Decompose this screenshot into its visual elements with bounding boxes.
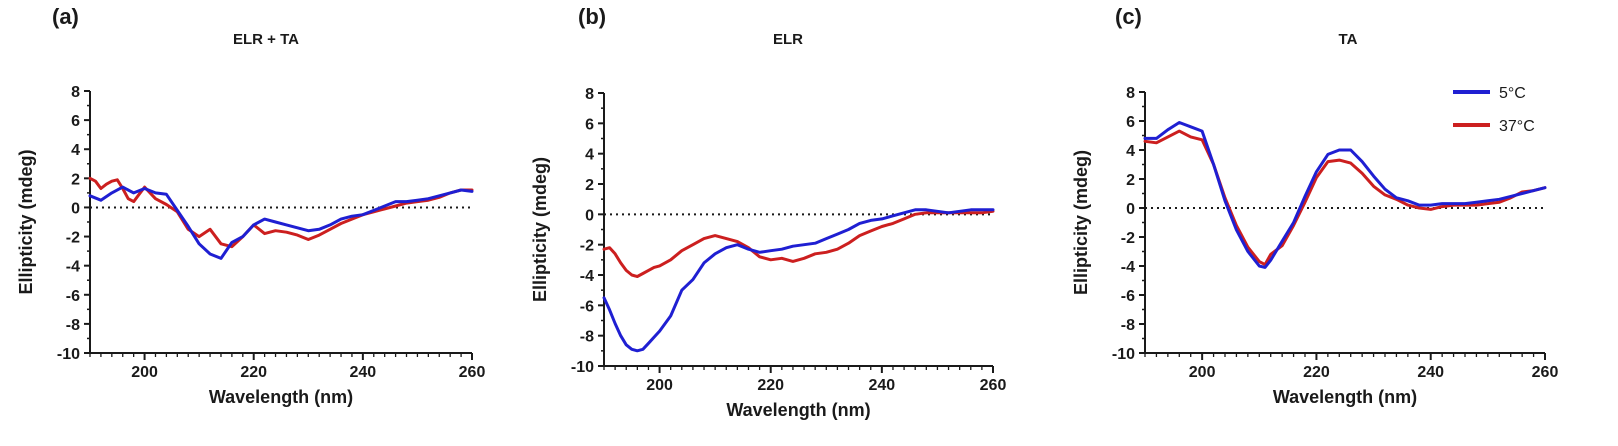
y-tick-label: -6	[1121, 288, 1135, 305]
x-tick-label: 240	[1417, 364, 1444, 381]
y-tick-label: -10	[571, 359, 594, 376]
panel-label: (c)	[1115, 4, 1142, 29]
y-tick-label: 8	[71, 84, 80, 101]
series-line-blue	[1143, 121, 1547, 269]
x-axis-label: Wavelength (nm)	[726, 400, 870, 420]
panel-label: (a)	[52, 4, 79, 29]
y-tick-label: 2	[1126, 172, 1135, 189]
x-tick-label: 220	[1303, 364, 1330, 381]
y-tick-label: -4	[66, 259, 80, 276]
chart-panel-1: (a) ELR + TA 8 6 4 2 0 -2 -4 -6 -8 -10 200 220 240 260 W…	[16, 4, 485, 407]
series-line-blue	[88, 185, 474, 260]
y-tick-label: -6	[66, 288, 80, 305]
y-tick-label: 6	[1126, 114, 1135, 131]
x-tick-label: 220	[240, 364, 267, 381]
x-tick-label: 260	[459, 364, 486, 381]
y-tick-label: -4	[580, 268, 594, 285]
y-tick-label: 6	[585, 116, 594, 133]
chart-panel-2: (b) ELR 8 6 4 2 0 -2 -4 -6 -8 -10 200 220 240 260 Wavele…	[530, 4, 1006, 420]
chart-title: ELR + TA	[233, 31, 299, 48]
y-tick-label: -2	[580, 238, 594, 255]
y-tick-label: -4	[1121, 259, 1135, 276]
y-tick-label: -6	[580, 298, 594, 315]
y-tick-label: -10	[1112, 346, 1135, 363]
panel-label: (b)	[578, 4, 606, 29]
y-axis-label: Ellipticity (mdeg)	[16, 149, 36, 294]
y-tick-label: 4	[585, 147, 594, 164]
legend-label: 37°C	[1499, 118, 1535, 135]
x-tick-label: 260	[980, 377, 1007, 394]
y-tick-label: 8	[585, 86, 594, 103]
chart-title: ELR	[773, 31, 803, 48]
y-tick-label: -8	[1121, 317, 1135, 334]
y-tick-label: 6	[71, 113, 80, 130]
y-tick-label: 8	[1126, 85, 1135, 102]
x-tick-label: 260	[1532, 364, 1559, 381]
y-tick-label: -10	[57, 346, 80, 363]
y-tick-label: -2	[66, 230, 80, 247]
y-tick-label: -2	[1121, 230, 1135, 247]
x-tick-label: 200	[646, 377, 673, 394]
chart-panel-3: (c) TA 8 6 4 2 0 -2 -4 -6 -8 -10 200 220 240 260 Wavelen…	[1071, 4, 1558, 407]
y-axis-label: Ellipticity (mdeg)	[1071, 150, 1091, 295]
y-tick-label: 0	[585, 207, 594, 224]
x-tick-label: 220	[757, 377, 784, 394]
y-tick-label: 4	[1126, 143, 1135, 160]
chart-title: TA	[1339, 31, 1358, 48]
y-tick-label: 0	[71, 200, 80, 217]
x-tick-label: 200	[131, 364, 158, 381]
y-tick-label: 4	[71, 142, 80, 159]
y-tick-label: -8	[580, 329, 594, 346]
x-axis-label: Wavelength (nm)	[209, 387, 353, 407]
series-line-red	[602, 209, 995, 278]
x-axis-label: Wavelength (nm)	[1273, 387, 1417, 407]
y-tick-label: 2	[585, 177, 594, 194]
x-tick-label: 200	[1189, 364, 1216, 381]
x-tick-label: 240	[350, 364, 377, 381]
y-tick-label: -8	[66, 317, 80, 334]
series-line-blue	[602, 208, 995, 353]
y-axis-label: Ellipticity (mdeg)	[530, 157, 550, 302]
legend-label: 5°C	[1499, 85, 1526, 102]
x-tick-label: 240	[869, 377, 896, 394]
y-tick-label: 2	[71, 171, 80, 188]
y-tick-label: 0	[1126, 201, 1135, 218]
